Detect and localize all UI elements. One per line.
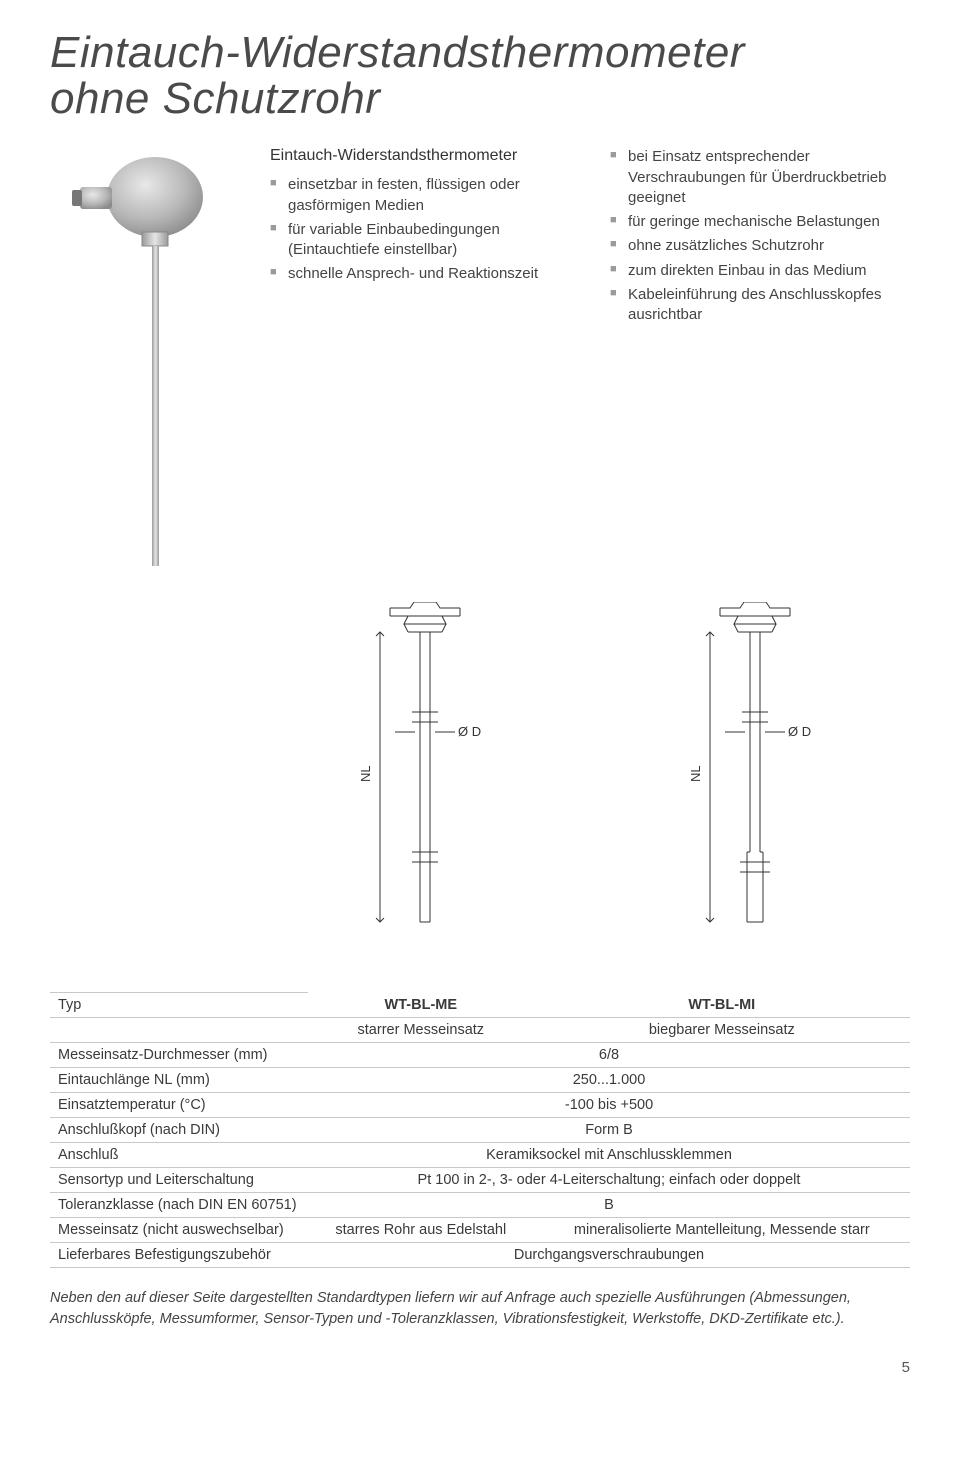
left-bullet-list: einsetzbar in festen, flüssigen oder gas… [270, 175, 570, 284]
feature-col-left: Eintauch-Widerstandsthermometer einsetzb… [270, 147, 570, 572]
right-bullet-list: bei Einsatz entsprechender Verschraubung… [610, 147, 910, 325]
spec-row-value: Pt 100 in 2-, 3- oder 4-Leiterschaltung;… [308, 1168, 910, 1193]
diagram-label-length: NL [358, 766, 373, 783]
diagram-label-length: NL [688, 766, 703, 783]
spec-row-label: Messeinsatz (nicht auswechselbar) [50, 1218, 308, 1243]
technical-diagrams: Ø D NL Ø D NL [270, 602, 910, 942]
spec-row-value: Durchgangsverschraubungen [308, 1243, 910, 1268]
page-title: Eintauch-Widerstandsthermometer ohne Sch… [50, 30, 910, 122]
spec-row-label: Toleranzklasse (nach DIN EN 60751) [50, 1193, 308, 1218]
diagram-straight-probe: Ø D NL [350, 602, 500, 942]
diagram-label-diameter: Ø D [458, 724, 481, 739]
spec-row-label: Einsatztemperatur (°C) [50, 1093, 308, 1118]
bullet-item: ohne zusätzliches Schutzrohr [610, 236, 910, 256]
spec-row-value: 6/8 [308, 1043, 910, 1068]
title-line-1: Eintauch-Widerstandsthermometer [50, 28, 745, 77]
table-col2-code: WT-BL-MI [534, 993, 910, 1018]
spec-row-value: starres Rohr aus Edelstahl [308, 1218, 534, 1243]
spec-row-label: Eintauchlänge NL (mm) [50, 1068, 308, 1093]
spec-row-label: Sensortyp und Leiterschaltung [50, 1168, 308, 1193]
intro-section: Eintauch-Widerstandsthermometer einsetzb… [50, 147, 910, 572]
bullet-item: bei Einsatz entsprechender Verschraubung… [610, 147, 910, 208]
table-col1-sub: starrer Messeinsatz [308, 1018, 534, 1043]
spec-row-value: Form B [308, 1118, 910, 1143]
intro-heading: Eintauch-Widerstandsthermometer [270, 147, 570, 165]
footnote-text: Neben den auf dieser Seite dargestellten… [50, 1288, 910, 1329]
feature-columns: Eintauch-Widerstandsthermometer einsetzb… [270, 147, 910, 572]
spec-row-value: mineralisolierte Mantelleitung, Messende… [534, 1218, 910, 1243]
spec-row-value: -100 bis +500 [308, 1093, 910, 1118]
bullet-item: schnelle Ansprech- und Reaktionszeit [270, 264, 570, 284]
spec-row-value: 250...1.000 [308, 1068, 910, 1093]
table-col1-code: WT-BL-ME [308, 993, 534, 1018]
bullet-item: einsetzbar in festen, flüssigen oder gas… [270, 175, 570, 216]
title-line-2: ohne Schutzrohr [50, 76, 910, 122]
spec-row-value: Keramiksockel mit Anschlussklemmen [308, 1143, 910, 1168]
bullet-item: Kabeleinführung des Anschlusskopfes ausr… [610, 285, 910, 326]
product-photo [50, 147, 240, 572]
spec-row-label: Messeinsatz-Durchmesser (mm) [50, 1043, 308, 1068]
bullet-item: zum direkten Einbau in das Medium [610, 261, 910, 281]
bullet-item: für geringe mechanische Belastungen [610, 212, 910, 232]
spec-table: Typ WT-BL-ME WT-BL-MI starrer Messeinsat… [50, 992, 910, 1268]
spec-row-label: Anschlußkopf (nach DIN) [50, 1118, 308, 1143]
spec-row-value: B [308, 1193, 910, 1218]
diagram-flexible-probe: Ø D NL [680, 602, 830, 942]
table-col2-sub: biegbarer Messeinsatz [534, 1018, 910, 1043]
table-head-typ: Typ [50, 993, 308, 1018]
page-number: 5 [50, 1359, 910, 1376]
spec-row-label: Anschluß [50, 1143, 308, 1168]
spec-row-label: Lieferbares Befestigungszubehör [50, 1243, 308, 1268]
diagram-label-diameter: Ø D [788, 724, 811, 739]
feature-col-right: bei Einsatz entsprechender Verschraubung… [610, 147, 910, 572]
bullet-item: für variable Einbaubedingungen (Eintauch… [270, 220, 570, 261]
